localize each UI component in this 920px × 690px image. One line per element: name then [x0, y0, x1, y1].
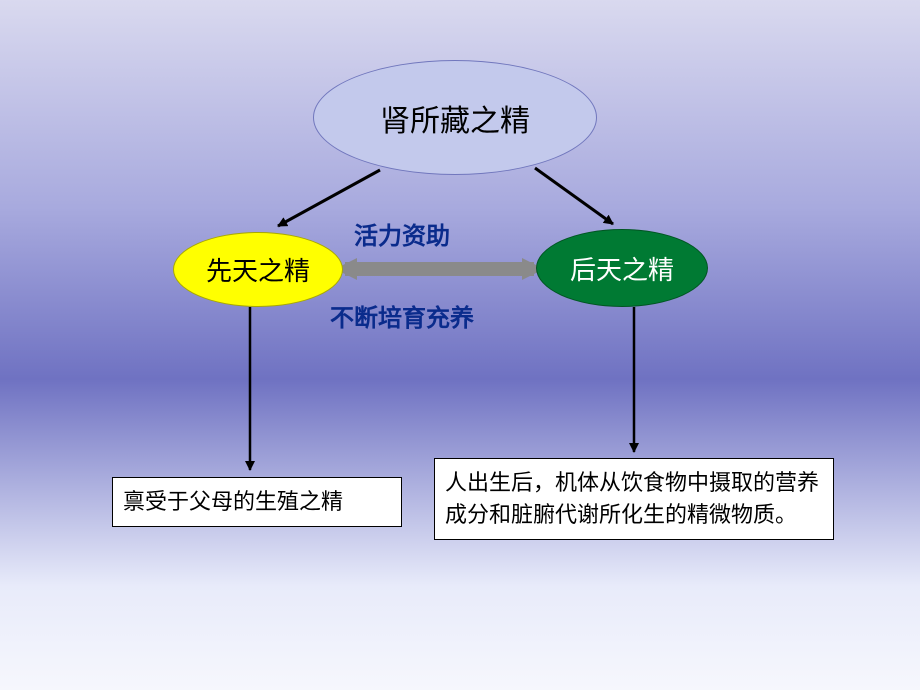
label-upper: 活力资助 [354, 216, 450, 251]
label-lower: 不断培育充养 [330, 298, 474, 333]
node-left-ellipse: 先天之精 [173, 232, 343, 307]
arrow-top-to-right [535, 168, 613, 224]
textbox-right: 人出生后，机体从饮食物中摄取的营养成分和脏腑代谢所化生的精微物质。 [434, 458, 834, 540]
node-right-ellipse: 后天之精 [536, 229, 708, 307]
node-left-label: 先天之精 [206, 251, 310, 288]
node-right-label: 后天之精 [570, 250, 674, 287]
node-top-ellipse: 肾所藏之精 [313, 60, 597, 175]
textbox-left: 禀受于父母的生殖之精 [112, 477, 402, 527]
node-top-label: 肾所藏之精 [380, 96, 530, 140]
